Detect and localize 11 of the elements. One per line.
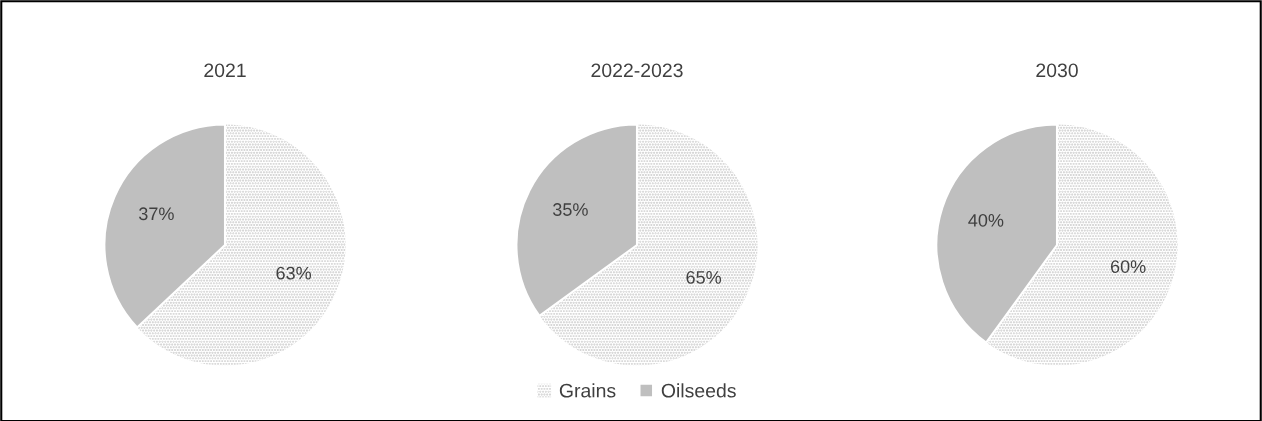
data-label: 40% xyxy=(968,213,1004,227)
data-label: 35% xyxy=(553,203,588,216)
chart-title: 2022-2023 xyxy=(591,63,683,78)
chart-title: 2030 xyxy=(1036,63,1078,78)
data-label: 65% xyxy=(686,271,722,284)
data-label: 37% xyxy=(139,207,174,221)
data-label: 60% xyxy=(1110,260,1146,273)
data-label: 63% xyxy=(276,266,312,280)
legend-label: Grains xyxy=(559,383,616,398)
legend-label: Oilseeds xyxy=(661,383,736,398)
chart-title: 2021 xyxy=(204,63,246,78)
